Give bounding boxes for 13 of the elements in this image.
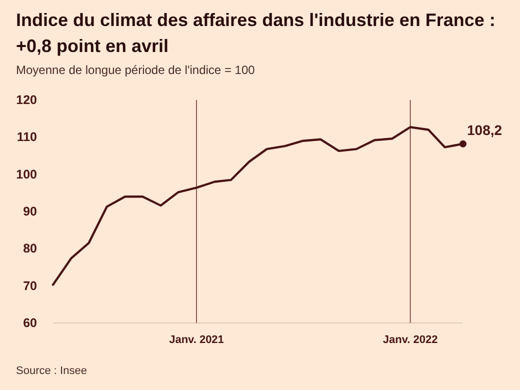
x-tick-label: Janv. 2022 (382, 334, 438, 346)
y-tick-label: 110 (16, 130, 38, 144)
chart-subtitle: Moyenne de longue période de l'indice = 100 (16, 63, 256, 77)
y-tick-label: 120 (16, 93, 38, 107)
x-tick-label: Janv. 2021 (169, 334, 224, 346)
y-tick-label: 90 (23, 204, 38, 218)
y-tick-label: 100 (16, 167, 38, 182)
y-tick-label: 70 (23, 278, 38, 293)
data-label: 108,2 (467, 122, 502, 138)
chart-title: Indice du climat des affaires dans l'industrie en France : +0,8 point en avril (16, 10, 496, 56)
y-tick-label: 60 (23, 316, 38, 330)
source-note: Source : Insee (16, 365, 87, 377)
y-tick-label: 80 (23, 242, 38, 256)
